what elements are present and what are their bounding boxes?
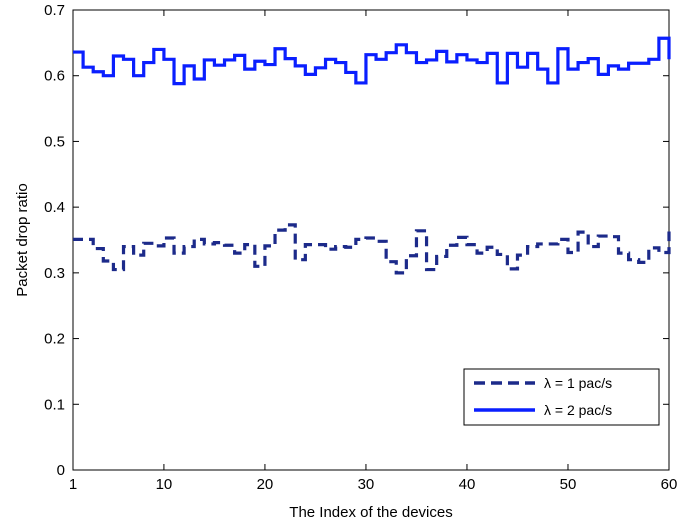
y-axis-label: Packet drop ratio [14, 183, 31, 296]
series-layer [73, 36, 671, 275]
y-tick-label: 0.7 [44, 2, 65, 19]
x-tick-label: 40 [459, 476, 476, 493]
y-tick-label: 0 [57, 462, 65, 479]
x-axis-label: The Index of the devices [289, 504, 452, 521]
x-tick-label: 20 [257, 476, 274, 493]
series-line-2 [73, 36, 671, 86]
legend-label-series-1: λ = 1 pac/s [544, 375, 612, 391]
x-tick-label: 30 [358, 476, 375, 493]
legend: λ = 1 pac/s λ = 2 pac/s [463, 368, 660, 426]
legend-label-series-2: λ = 2 pac/s [544, 402, 612, 418]
x-tick-label: 60 [661, 476, 678, 493]
x-tick-label: 50 [560, 476, 577, 493]
x-tick-label: 1 [69, 476, 77, 493]
axis-ticks: 1 10 20 30 40 50 60 0 0.1 0.2 0.3 0.4 0.5 0.6 0.7 [44, 2, 677, 493]
x-tick-label: 10 [156, 476, 173, 493]
series-line-1 [73, 223, 671, 275]
y-tick-label: 0.3 [44, 265, 65, 282]
y-tick-label: 0.5 [44, 133, 65, 150]
y-tick-label: 0.6 [44, 68, 65, 85]
y-tick-label: 0.4 [44, 199, 65, 216]
y-tick-label: 0.1 [44, 396, 65, 413]
legend-box [463, 368, 660, 426]
y-tick-label: 0.2 [44, 331, 65, 348]
